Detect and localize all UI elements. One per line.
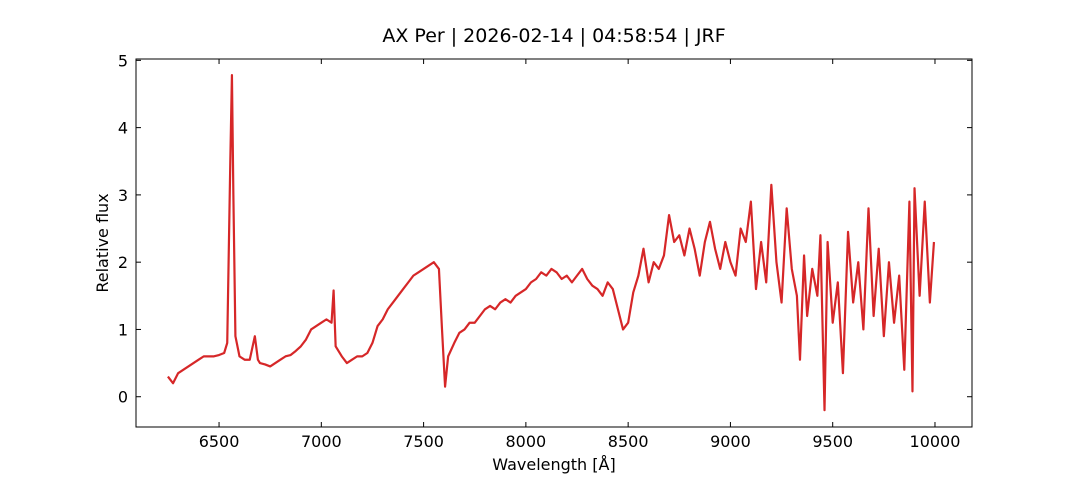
y-tick-label: 3 <box>118 186 128 205</box>
y-tick-label: 1 <box>118 320 128 339</box>
x-tick-label: 8000 <box>506 432 547 451</box>
x-tick-label: 7500 <box>403 432 444 451</box>
chart-title: AX Per | 2026-02-14 | 04:58:54 | JRF <box>382 25 725 47</box>
x-tick-label: 10000 <box>910 432 961 451</box>
plot-frame <box>135 58 973 428</box>
y-tick-label: 5 <box>118 51 128 70</box>
x-axis-label: Wavelength [Å] <box>492 455 615 474</box>
y-tick-label: 4 <box>118 119 128 138</box>
y-tick-label: 2 <box>118 253 128 272</box>
y-axis-label: Relative flux <box>93 193 112 292</box>
y-tick-label: 0 <box>118 388 128 407</box>
x-tick-label: 9500 <box>812 432 853 451</box>
x-tick-label: 7000 <box>301 432 342 451</box>
spectrum-line <box>167 74 936 412</box>
x-tick-label: 8500 <box>608 432 649 451</box>
x-tick-label: 9000 <box>710 432 751 451</box>
x-tick-label: 6500 <box>199 432 240 451</box>
